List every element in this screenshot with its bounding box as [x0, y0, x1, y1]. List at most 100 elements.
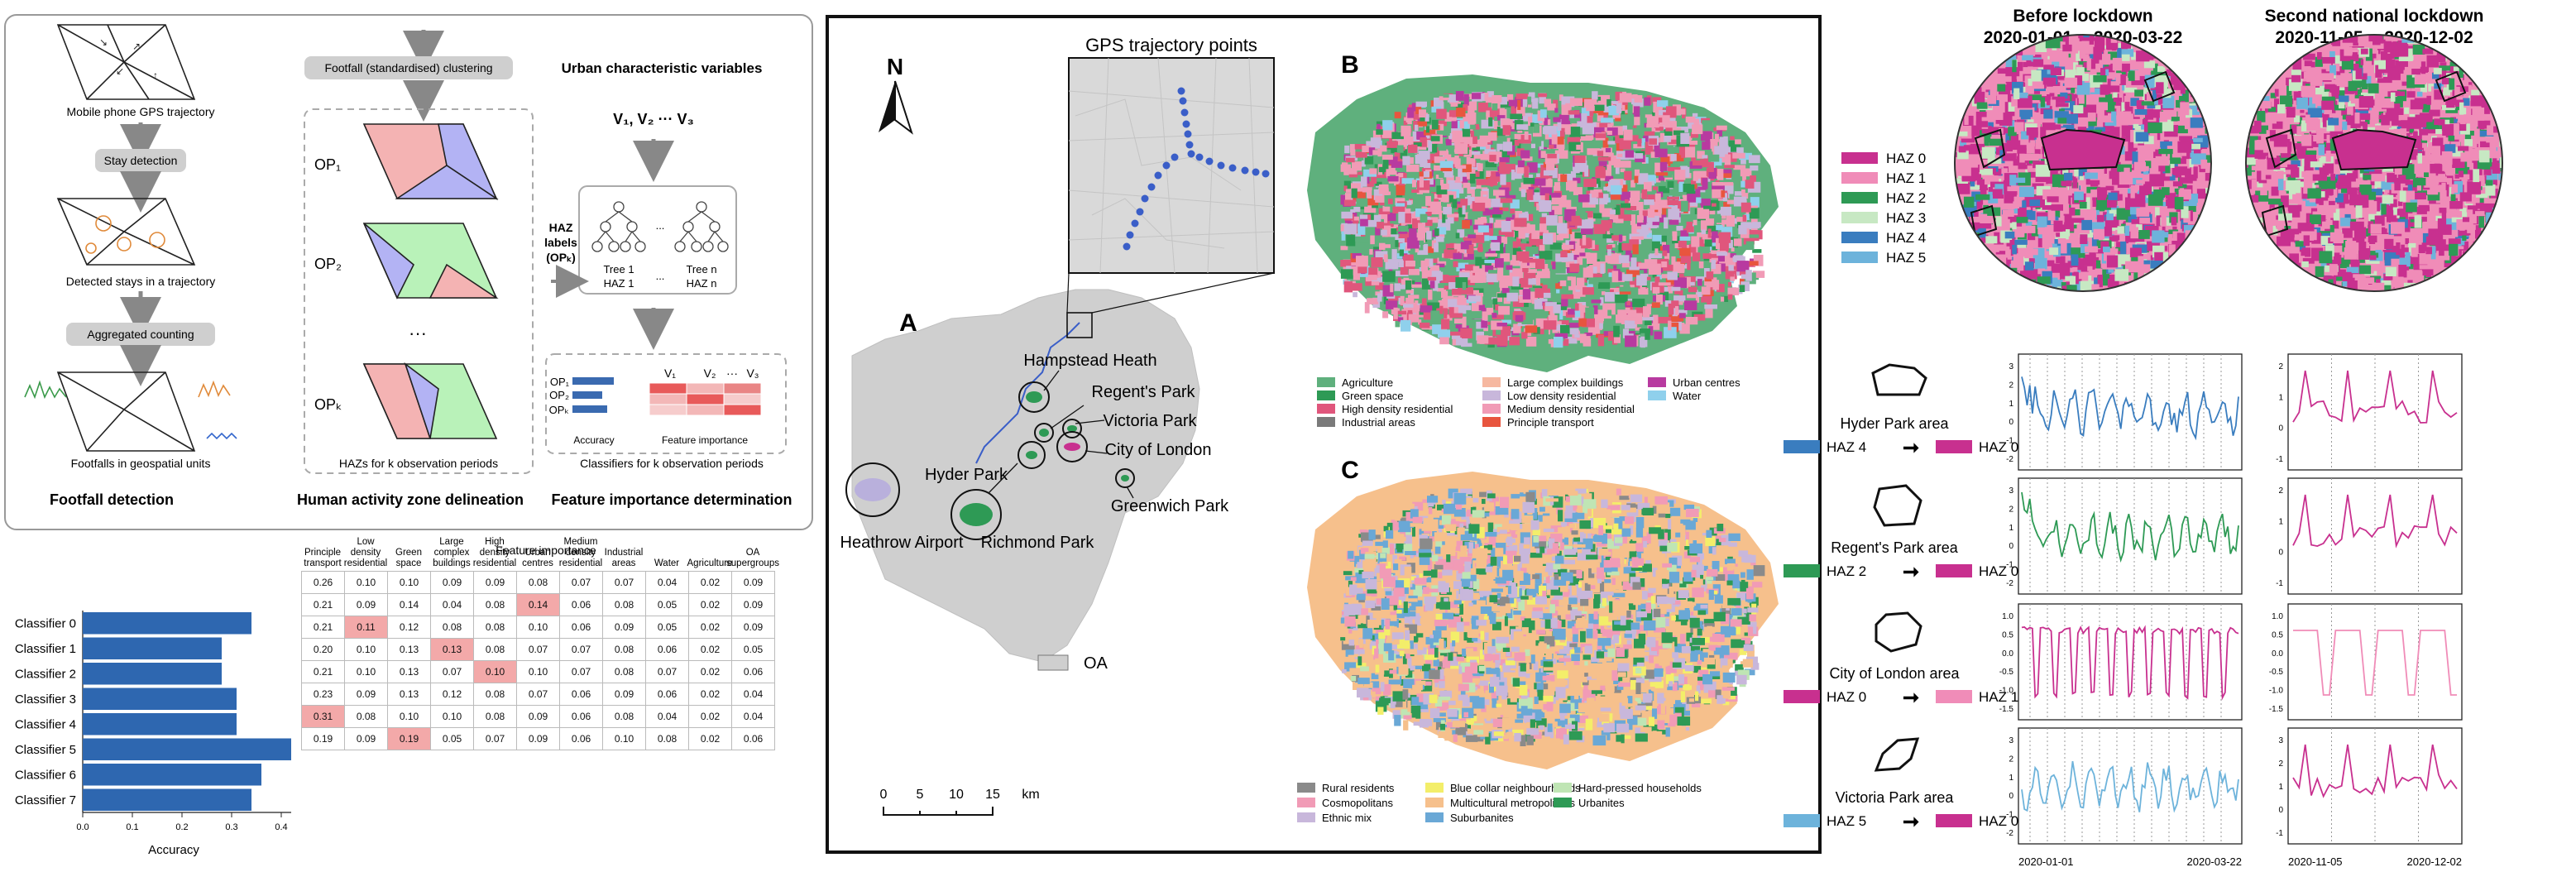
- legend-swatch: [1317, 417, 1335, 427]
- map-patch: [1691, 156, 1696, 162]
- map-patch: [1709, 254, 1719, 258]
- map-patch: [1425, 195, 1431, 206]
- map-patch: [1637, 549, 1641, 561]
- map-patch: [1413, 585, 1423, 597]
- map-patch: [1430, 701, 1435, 712]
- map-patch: [1638, 651, 1650, 656]
- map-patch: [1665, 124, 1675, 132]
- gps-point: [1147, 183, 1156, 191]
- map-patch: [1697, 232, 1702, 237]
- map-patch: [1509, 688, 1520, 698]
- map-patch: [1641, 189, 1648, 199]
- map-patch: [1708, 168, 1717, 180]
- map-patch: [1536, 309, 1546, 321]
- map-patch: [1740, 202, 1751, 213]
- map-patch: [1555, 194, 1567, 204]
- map-patch: [1582, 287, 1594, 295]
- map-patch: [1457, 229, 1465, 238]
- map-patch: [1425, 212, 1432, 217]
- map-patch: [1373, 189, 1383, 200]
- map-patch: [1449, 591, 1457, 602]
- map-patch: [1611, 184, 1622, 195]
- map-patch: [1491, 662, 1496, 668]
- map-patch: [1449, 242, 1457, 247]
- map-patch: [1651, 302, 1660, 308]
- map-patch: [1429, 694, 1438, 703]
- map-patch: [1570, 502, 1578, 514]
- map-patch: [1706, 529, 1712, 538]
- map-patch: [1510, 113, 1523, 119]
- map-patch: [1414, 668, 1420, 677]
- map-patch: [1740, 274, 1750, 280]
- map-patch: [1583, 529, 1596, 534]
- map-patch: [1637, 223, 1649, 227]
- map-patch: [1439, 638, 1444, 649]
- map-patch: [1742, 640, 1750, 648]
- map-patch: [1467, 186, 1473, 194]
- map-patch: [1494, 222, 1502, 228]
- map-patch: [1468, 630, 1479, 638]
- map-patch: [1555, 700, 1563, 707]
- map-patch: [1721, 687, 1735, 691]
- map-patch: [1504, 164, 1515, 173]
- map-patch: [1453, 734, 1458, 742]
- map-patch: [1738, 550, 1749, 557]
- mini-v1: V₁: [664, 367, 676, 380]
- map-patch: [1372, 688, 1381, 695]
- map-patch: [1485, 97, 1492, 103]
- map-patch: [1466, 519, 1470, 529]
- map-patch: [1707, 625, 1721, 630]
- map-patch: [1436, 556, 1443, 562]
- map-patch: [1657, 606, 1667, 615]
- map-patch: [1387, 199, 1393, 204]
- map-patch: [1655, 172, 1669, 176]
- map-patch: [1457, 527, 1465, 535]
- map-patch: [1465, 735, 1478, 742]
- map-patch: [1466, 157, 1476, 167]
- map-patch: [1405, 551, 1416, 555]
- map-patch: [1678, 181, 1684, 192]
- map-patch: [1430, 265, 1439, 276]
- map-patch: [1473, 228, 1480, 233]
- map-patch: [1545, 582, 1559, 590]
- map-patch: [1559, 639, 1566, 643]
- map-patch: [1597, 721, 1606, 728]
- map-patch: [1546, 701, 1554, 711]
- map-patch: [1575, 303, 1579, 314]
- map-patch: [1385, 619, 1391, 630]
- map-patch: [1404, 239, 1409, 250]
- map-patch: [1532, 607, 1543, 611]
- map-patch: [1425, 691, 1435, 696]
- map-patch: [1408, 157, 1414, 165]
- map-patch: [1486, 667, 1500, 674]
- map-patch: [1543, 696, 1554, 702]
- map-patch: [1496, 677, 1507, 686]
- map-patch: [1616, 488, 1621, 496]
- map-patch: [1343, 180, 1351, 189]
- map-patch: [1477, 163, 1483, 171]
- map-patch: [1411, 654, 1424, 666]
- map-patch: [1632, 244, 1639, 255]
- map-patch: [1700, 199, 1711, 206]
- classifier-label: Classifier 0: [15, 616, 76, 630]
- map-patch: [1540, 109, 1547, 118]
- map-patch: [1696, 290, 1702, 297]
- map-patch: [1617, 161, 1631, 168]
- map-patch: [1712, 189, 1723, 199]
- map-patch: [1468, 602, 1473, 606]
- map-patch: [1732, 622, 1740, 635]
- map-patch: [1543, 170, 1555, 176]
- land-use-patches-b: [1340, 91, 1765, 348]
- map-patch: [1520, 113, 1531, 122]
- map-patch: [1436, 185, 1448, 194]
- map-patch: [1500, 253, 1511, 262]
- map-patch: [1345, 587, 1353, 597]
- map-patch: [1712, 182, 1723, 186]
- map-patch: [1351, 216, 1359, 222]
- map-patch: [1658, 511, 1666, 518]
- map-patch: [1557, 606, 1564, 615]
- caption-footfalls: Footfalls in geospatial units: [71, 457, 211, 470]
- map-patch: [1630, 622, 1640, 630]
- map-patch: [1499, 150, 1510, 159]
- map-patch: [1526, 162, 1538, 173]
